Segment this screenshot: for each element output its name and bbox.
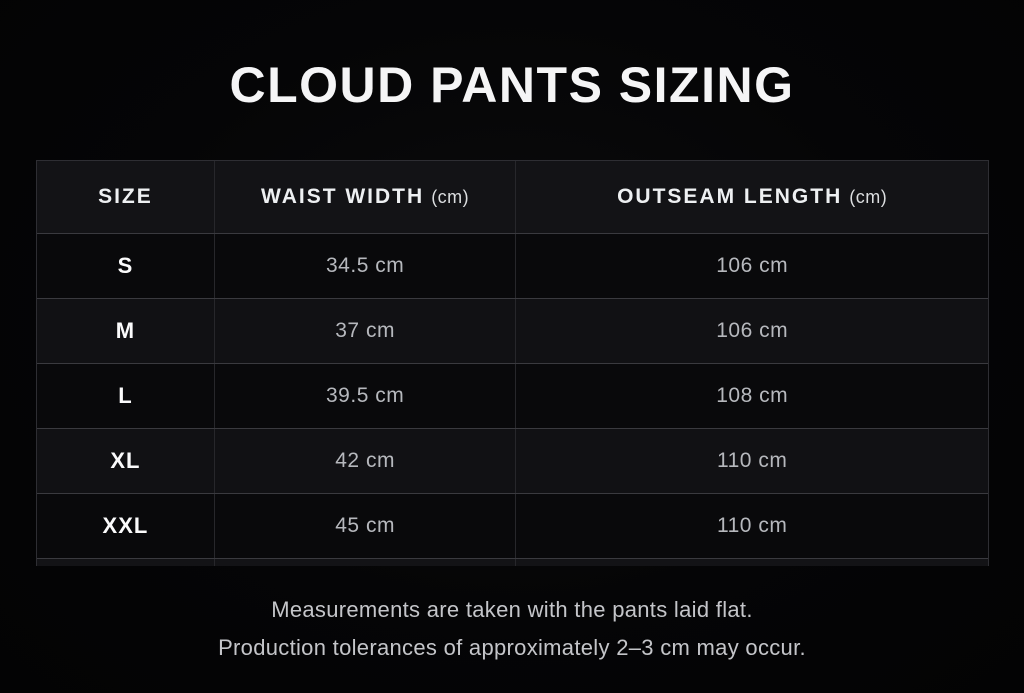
outseam-value-cell: 110 cm <box>515 429 988 493</box>
waist-value-cell: 34.5 cm <box>213 234 515 298</box>
outseam-value-cell: 108 cm <box>515 364 988 428</box>
column-header-outseam-length-label: OUTSEAM LENGTH <box>617 185 843 208</box>
column-header-waist-width: WAIST WIDTH (cm) <box>213 161 515 233</box>
sizing-table: SIZE WAIST WIDTH (cm) OUTSEAM LENGTH (cm… <box>36 160 989 566</box>
column-header-size: SIZE <box>37 161 214 233</box>
clipped-cell <box>515 559 988 566</box>
clipped-cell <box>213 559 515 566</box>
footer-line-2: Production tolerances of approximately 2… <box>218 635 806 660</box>
size-cell: L <box>118 383 133 408</box>
column-header-outseam-length: OUTSEAM LENGTH (cm) <box>515 161 988 233</box>
column-header-outseam-length-unit: (cm) <box>849 186 888 207</box>
table-row-xl: XL 42 cm 110 cm <box>37 428 988 493</box>
column-header-size-label: SIZE <box>98 185 153 208</box>
outseam-value-cell: 106 cm <box>515 234 988 298</box>
column-header-waist-width-label: WAIST WIDTH <box>261 185 425 208</box>
size-cell: XXL <box>102 513 149 538</box>
clipped-cell <box>37 559 214 566</box>
size-cell: M <box>115 318 136 343</box>
table-row-m: M 37 cm 106 cm <box>37 298 988 363</box>
table-row-clipped <box>37 558 988 566</box>
waist-value-cell: 45 cm <box>213 494 515 558</box>
footer-note: Measurements are taken with the pants la… <box>0 591 1024 667</box>
outseam-value-cell: 106 cm <box>515 299 988 363</box>
size-cell: S <box>117 253 134 278</box>
outseam-value-cell: 110 cm <box>515 494 988 558</box>
page-title: CLOUD PANTS SIZING <box>229 57 795 113</box>
table-row-xxl: XXL 45 cm 110 cm <box>37 493 988 558</box>
size-cell: XL <box>110 448 141 473</box>
footer-line-1: Measurements are taken with the pants la… <box>271 597 753 622</box>
column-header-waist-width-unit: (cm) <box>431 186 470 207</box>
table-row-s: S 34.5 cm 106 cm <box>37 233 988 298</box>
table-row-l: L 39.5 cm 108 cm <box>37 363 988 428</box>
waist-value-cell: 37 cm <box>213 299 515 363</box>
waist-value-cell: 39.5 cm <box>213 364 515 428</box>
table-header-row: SIZE WAIST WIDTH (cm) OUTSEAM LENGTH (cm… <box>37 161 988 233</box>
waist-value-cell: 42 cm <box>213 429 515 493</box>
